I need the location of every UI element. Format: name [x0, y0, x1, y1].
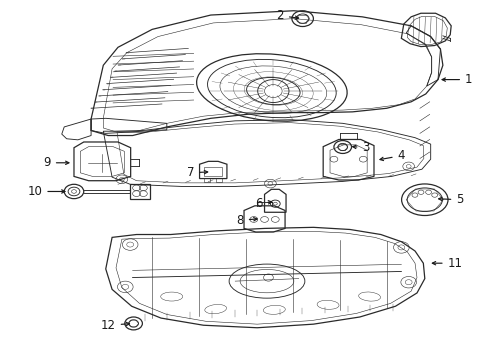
- Text: 9: 9: [43, 156, 69, 169]
- Text: 3: 3: [353, 141, 370, 154]
- Text: 10: 10: [27, 185, 65, 198]
- Text: 4: 4: [380, 149, 405, 162]
- Text: 2: 2: [276, 9, 298, 22]
- Text: 12: 12: [100, 319, 129, 332]
- Text: 8: 8: [237, 214, 257, 227]
- Text: 1: 1: [442, 73, 472, 86]
- Text: 5: 5: [439, 193, 464, 206]
- Text: 11: 11: [432, 257, 463, 270]
- Text: 7: 7: [187, 166, 208, 179]
- Text: 6: 6: [255, 197, 272, 210]
